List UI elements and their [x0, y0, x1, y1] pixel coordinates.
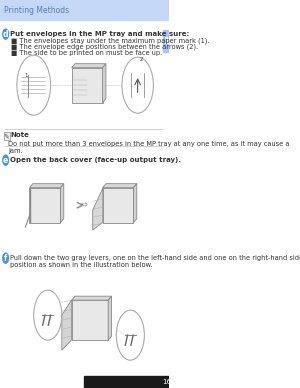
- FancyBboxPatch shape: [29, 188, 60, 223]
- Polygon shape: [103, 64, 106, 103]
- Circle shape: [3, 29, 8, 39]
- Polygon shape: [134, 184, 137, 223]
- Text: Pull down the two gray levers, one on the left-hand side and one on the right-ha: Pull down the two gray levers, one on th…: [10, 255, 300, 268]
- Text: 1: 1: [163, 37, 169, 46]
- Text: e: e: [3, 156, 8, 165]
- Bar: [163, 30, 169, 52]
- Polygon shape: [72, 296, 112, 300]
- Text: d: d: [3, 29, 8, 39]
- Circle shape: [3, 155, 8, 165]
- Text: ■ The envelopes stay under the maximum paper mark (1).: ■ The envelopes stay under the maximum p…: [11, 38, 210, 44]
- Circle shape: [3, 253, 8, 263]
- Text: f: f: [4, 254, 7, 263]
- Text: ■ The envelope edge positions between the arrows (2).: ■ The envelope edge positions between th…: [11, 44, 199, 50]
- Polygon shape: [93, 188, 103, 230]
- Polygon shape: [108, 296, 112, 340]
- FancyBboxPatch shape: [72, 300, 108, 340]
- Text: Put envelopes in the MP tray and make sure:: Put envelopes in the MP tray and make su…: [10, 31, 189, 37]
- Text: 2: 2: [139, 57, 143, 62]
- Text: 16: 16: [162, 379, 171, 385]
- Polygon shape: [60, 184, 64, 223]
- FancyBboxPatch shape: [72, 68, 103, 103]
- Text: Printing Methods: Printing Methods: [4, 5, 70, 15]
- Polygon shape: [29, 184, 64, 188]
- Polygon shape: [72, 64, 106, 68]
- Polygon shape: [103, 184, 137, 188]
- FancyBboxPatch shape: [4, 132, 10, 140]
- Bar: [0, 0, 169, 20]
- Text: ✎: ✎: [4, 133, 10, 139]
- Text: ■ The side to be printed on must be face up.: ■ The side to be printed on must be face…: [11, 50, 163, 56]
- Text: ⇒: ⇒: [78, 200, 87, 210]
- Bar: [84, 376, 169, 388]
- Text: Note: Note: [11, 132, 29, 138]
- Text: Do not put more than 3 envelopes in the MP tray at any one time, as it may cause: Do not put more than 3 envelopes in the …: [8, 141, 290, 154]
- FancyBboxPatch shape: [103, 188, 134, 223]
- Text: Open the back cover (face-up output tray).: Open the back cover (face-up output tray…: [10, 157, 181, 163]
- Polygon shape: [62, 300, 71, 350]
- Text: 1: 1: [24, 73, 28, 78]
